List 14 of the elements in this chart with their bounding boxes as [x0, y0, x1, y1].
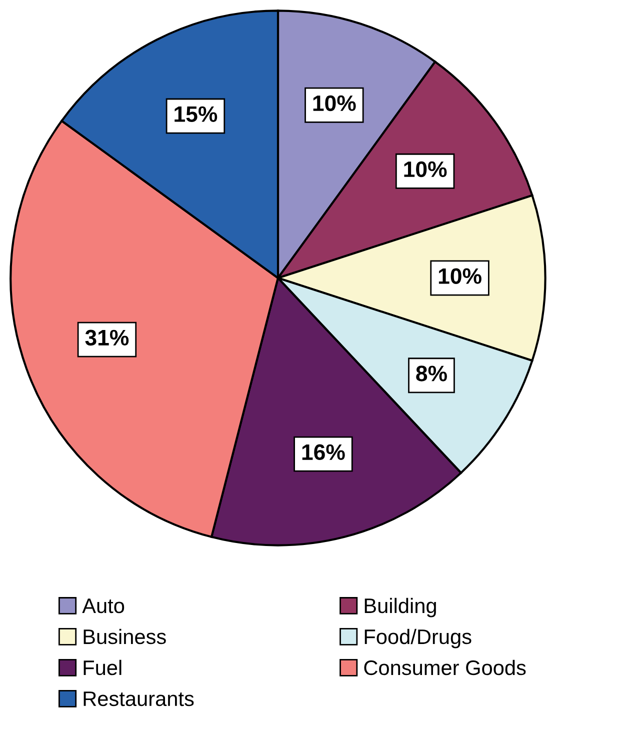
data-label: 10% — [313, 95, 356, 112]
legend-label: Fuel — [84, 660, 122, 676]
legend-label: Business — [84, 628, 166, 644]
data-label: 10% — [438, 268, 482, 284]
legend-label: Restaurants — [84, 692, 194, 706]
legend-label: Consumer Goods — [364, 660, 526, 676]
data-label: 8% — [416, 366, 447, 382]
legend-label: Auto — [82, 598, 124, 614]
data-label: 31% — [85, 330, 129, 346]
data-label: 15% — [174, 106, 218, 122]
legend-label: Building — [364, 598, 436, 618]
legend-label: Food/Drugs — [364, 628, 472, 648]
data-label: 16% — [302, 444, 345, 460]
data-label: 10% — [404, 161, 447, 178]
